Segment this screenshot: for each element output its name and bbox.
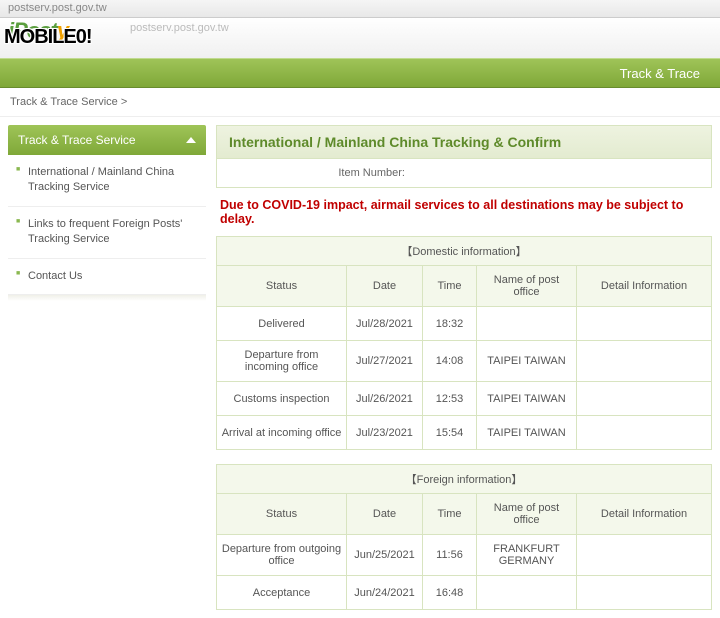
col-time: Time <box>423 266 477 307</box>
col-office: Name of post office <box>477 266 577 307</box>
url-shadow: postserv.post.gov.tw <box>130 22 229 34</box>
breadcrumb-text[interactable]: Track & Trace Service > <box>10 96 127 108</box>
main-content: International / Mainland China Tracking … <box>216 125 712 610</box>
col-time: Time <box>423 494 477 535</box>
col-date: Date <box>347 494 423 535</box>
item-number-row: Item Number: <box>216 159 712 188</box>
main-container: Track & Trace Service International / Ma… <box>0 117 720 618</box>
domestic-table: 【Domestic information】 Status Date Time … <box>216 236 712 450</box>
sidebar-item-foreign-links[interactable]: Links to frequent Foreign Posts' Trackin… <box>8 207 206 259</box>
col-status: Status <box>217 266 347 307</box>
nav-bar: Track & Trace <box>0 58 720 88</box>
header-logo-area: iPosty postserv.post.gov.tw MOBILE0! <box>0 18 720 58</box>
table-row: Departure from outgoing officeJun/25/202… <box>217 535 712 576</box>
collapse-arrow-icon <box>186 137 196 143</box>
item-number-label: Item Number: <box>217 159 417 187</box>
table-row: DeliveredJul/28/202118:32 <box>217 307 712 341</box>
foreign-table: 【Foreign information】 Status Date Time N… <box>216 464 712 610</box>
browser-url-bar: postserv.post.gov.tw <box>0 0 720 18</box>
spacer <box>216 450 712 464</box>
foreign-header: 【Foreign information】 <box>217 465 712 494</box>
mobile01-watermark: MOBILE0! <box>4 26 92 49</box>
covid-notice: Due to COVID-19 impact, airmail services… <box>216 188 712 236</box>
table-row: AcceptanceJun/24/202116:48 <box>217 576 712 610</box>
col-office: Name of post office <box>477 494 577 535</box>
nav-title[interactable]: Track & Trace <box>620 66 700 81</box>
breadcrumb: Track & Trace Service > <box>0 88 720 117</box>
sidebar-item-contact[interactable]: Contact Us <box>8 259 206 295</box>
col-date: Date <box>347 266 423 307</box>
domestic-header: 【Domestic information】 <box>217 237 712 266</box>
url-text: postserv.post.gov.tw <box>8 2 107 14</box>
foreign-tbody: Departure from outgoing officeJun/25/202… <box>217 535 712 610</box>
table-row: Departure from incoming officeJul/27/202… <box>217 341 712 382</box>
sidebar-item-international[interactable]: International / Mainland China Tracking … <box>8 155 206 207</box>
sidebar-shadow <box>8 295 206 301</box>
col-status: Status <box>217 494 347 535</box>
col-detail: Detail Information <box>577 266 712 307</box>
page-title: International / Mainland China Tracking … <box>216 125 712 159</box>
sidebar-header[interactable]: Track & Trace Service <box>8 125 206 155</box>
table-row: Arrival at incoming officeJul/23/202115:… <box>217 416 712 450</box>
sidebar-title: Track & Trace Service <box>18 133 136 147</box>
sidebar: Track & Trace Service International / Ma… <box>8 125 206 610</box>
domestic-tbody: DeliveredJul/28/202118:32 Departure from… <box>217 307 712 450</box>
col-detail: Detail Information <box>577 494 712 535</box>
table-row: Customs inspectionJul/26/202112:53TAIPEI… <box>217 382 712 416</box>
